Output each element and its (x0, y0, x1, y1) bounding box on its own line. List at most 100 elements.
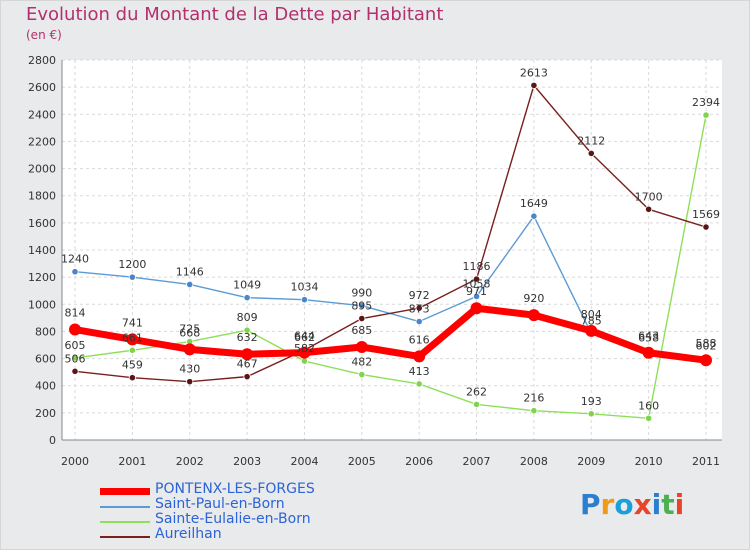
data-label-1: 1058 (463, 277, 491, 290)
data-label-0: 804 (581, 308, 602, 321)
data-point-0 (126, 333, 139, 346)
y-tick-label: 2200 (28, 135, 56, 148)
data-point-2 (530, 407, 538, 415)
y-tick-label: 1800 (28, 190, 56, 203)
data-point-2 (128, 346, 136, 354)
data-point-3 (186, 378, 194, 386)
data-point-0 (241, 348, 254, 361)
x-tick-label: 2005 (348, 455, 376, 468)
legend-label-aureilhan: Aureilhan (155, 526, 222, 542)
y-tick-label: 600 (35, 353, 56, 366)
data-label-3: 467 (237, 358, 258, 371)
x-tick-label: 2004 (290, 455, 318, 468)
y-tick-label: 2400 (28, 108, 56, 121)
data-point-0 (413, 350, 426, 363)
x-tick-label: 2001 (118, 455, 146, 468)
legend-swatch-saint-paul (100, 506, 150, 508)
logo-letter: x (633, 488, 652, 521)
data-label-2: 413 (409, 365, 430, 378)
data-label-3: 895 (351, 300, 372, 313)
data-point-3 (243, 373, 251, 381)
data-label-3: 1700 (635, 190, 663, 203)
data-label-0: 643 (638, 330, 659, 343)
data-label-2: 582 (294, 342, 315, 355)
data-label-0: 741 (122, 316, 143, 329)
data-label-2: 725 (179, 323, 200, 336)
logo-letter: i (674, 488, 685, 521)
data-label-1: 602 (696, 339, 717, 352)
y-tick-label: 1400 (28, 244, 56, 257)
data-point-1 (530, 212, 538, 220)
data-label-2: 193 (581, 395, 602, 408)
y-tick-label: 1000 (28, 298, 56, 311)
y-tick-label: 2800 (28, 54, 56, 67)
data-point-0 (298, 346, 311, 359)
data-point-1 (128, 273, 136, 281)
x-tick-label: 2003 (233, 455, 261, 468)
series-line-3 (74, 84, 707, 383)
data-label-1: 1146 (176, 265, 204, 278)
data-point-3 (587, 149, 595, 157)
data-point-1 (415, 317, 423, 326)
y-tick-label: 2000 (28, 163, 56, 176)
y-tick-label: 400 (35, 380, 56, 393)
y-tick-label: 1600 (28, 217, 56, 230)
legend-swatch-sainte-eulalie (100, 521, 150, 523)
data-label-1: 1200 (118, 258, 146, 271)
data-point-3 (472, 275, 481, 283)
legend-label-pontenx: PONTENX-LES-FORGES (155, 481, 315, 497)
data-label-2: 262 (466, 385, 487, 398)
data-point-1 (186, 280, 194, 289)
x-tick-label: 2002 (176, 455, 204, 468)
x-tick-label: 2010 (635, 455, 663, 468)
data-point-2 (702, 111, 710, 119)
data-point-2 (415, 380, 423, 388)
x-tick-label: 2008 (520, 455, 548, 468)
data-label-3: 430 (179, 363, 200, 376)
x-tick-label: 2011 (692, 455, 720, 468)
data-point-2 (358, 370, 366, 379)
legend-swatch-aureilhan (100, 536, 150, 538)
logo-letter: P (580, 488, 601, 521)
data-label-3: 2112 (577, 134, 605, 147)
data-point-3 (645, 205, 653, 213)
x-tick-label: 2007 (463, 455, 491, 468)
data-point-0 (470, 302, 483, 315)
data-label-1: 1034 (290, 281, 318, 294)
data-label-0: 920 (523, 292, 544, 305)
data-point-3 (358, 314, 366, 323)
data-point-1 (300, 296, 309, 304)
data-point-2 (71, 354, 79, 362)
data-label-2: 809 (237, 311, 258, 324)
data-label-1: 1649 (520, 197, 548, 210)
data-point-1 (71, 268, 79, 276)
legend-swatch-pontenx (100, 488, 150, 495)
data-point-3 (415, 304, 423, 312)
logo-letter: r (600, 488, 615, 521)
data-label-1: 658 (638, 332, 659, 345)
logo-letter: t (661, 488, 675, 521)
logo-letter: i (651, 488, 662, 521)
data-label-0: 588 (696, 337, 717, 350)
data-label-1: 990 (351, 287, 372, 300)
data-point-3 (702, 223, 710, 231)
series-line-2 (74, 114, 707, 419)
data-label-0: 616 (409, 333, 430, 346)
data-label-1: 1240 (61, 253, 89, 266)
data-label-2: 605 (65, 339, 86, 352)
data-point-0 (183, 343, 196, 356)
data-point-2 (300, 357, 309, 365)
data-point-2 (587, 410, 595, 418)
chart-title: Evolution du Montant de la Dette par Hab… (26, 4, 444, 25)
data-label-0: 632 (237, 331, 258, 344)
data-point-2 (472, 400, 481, 409)
legend-label-saint-paul: Saint-Paul-en-Born (155, 496, 285, 512)
data-label-1: 1049 (233, 279, 261, 292)
data-label-0: 685 (351, 324, 372, 337)
data-point-3 (530, 81, 538, 89)
data-point-0 (527, 309, 540, 322)
data-label-3: 1186 (463, 260, 491, 273)
data-label-0: 668 (179, 326, 200, 339)
legend-label-sainte-eulalie: Sainte-Eulalie-en-Born (155, 511, 311, 527)
